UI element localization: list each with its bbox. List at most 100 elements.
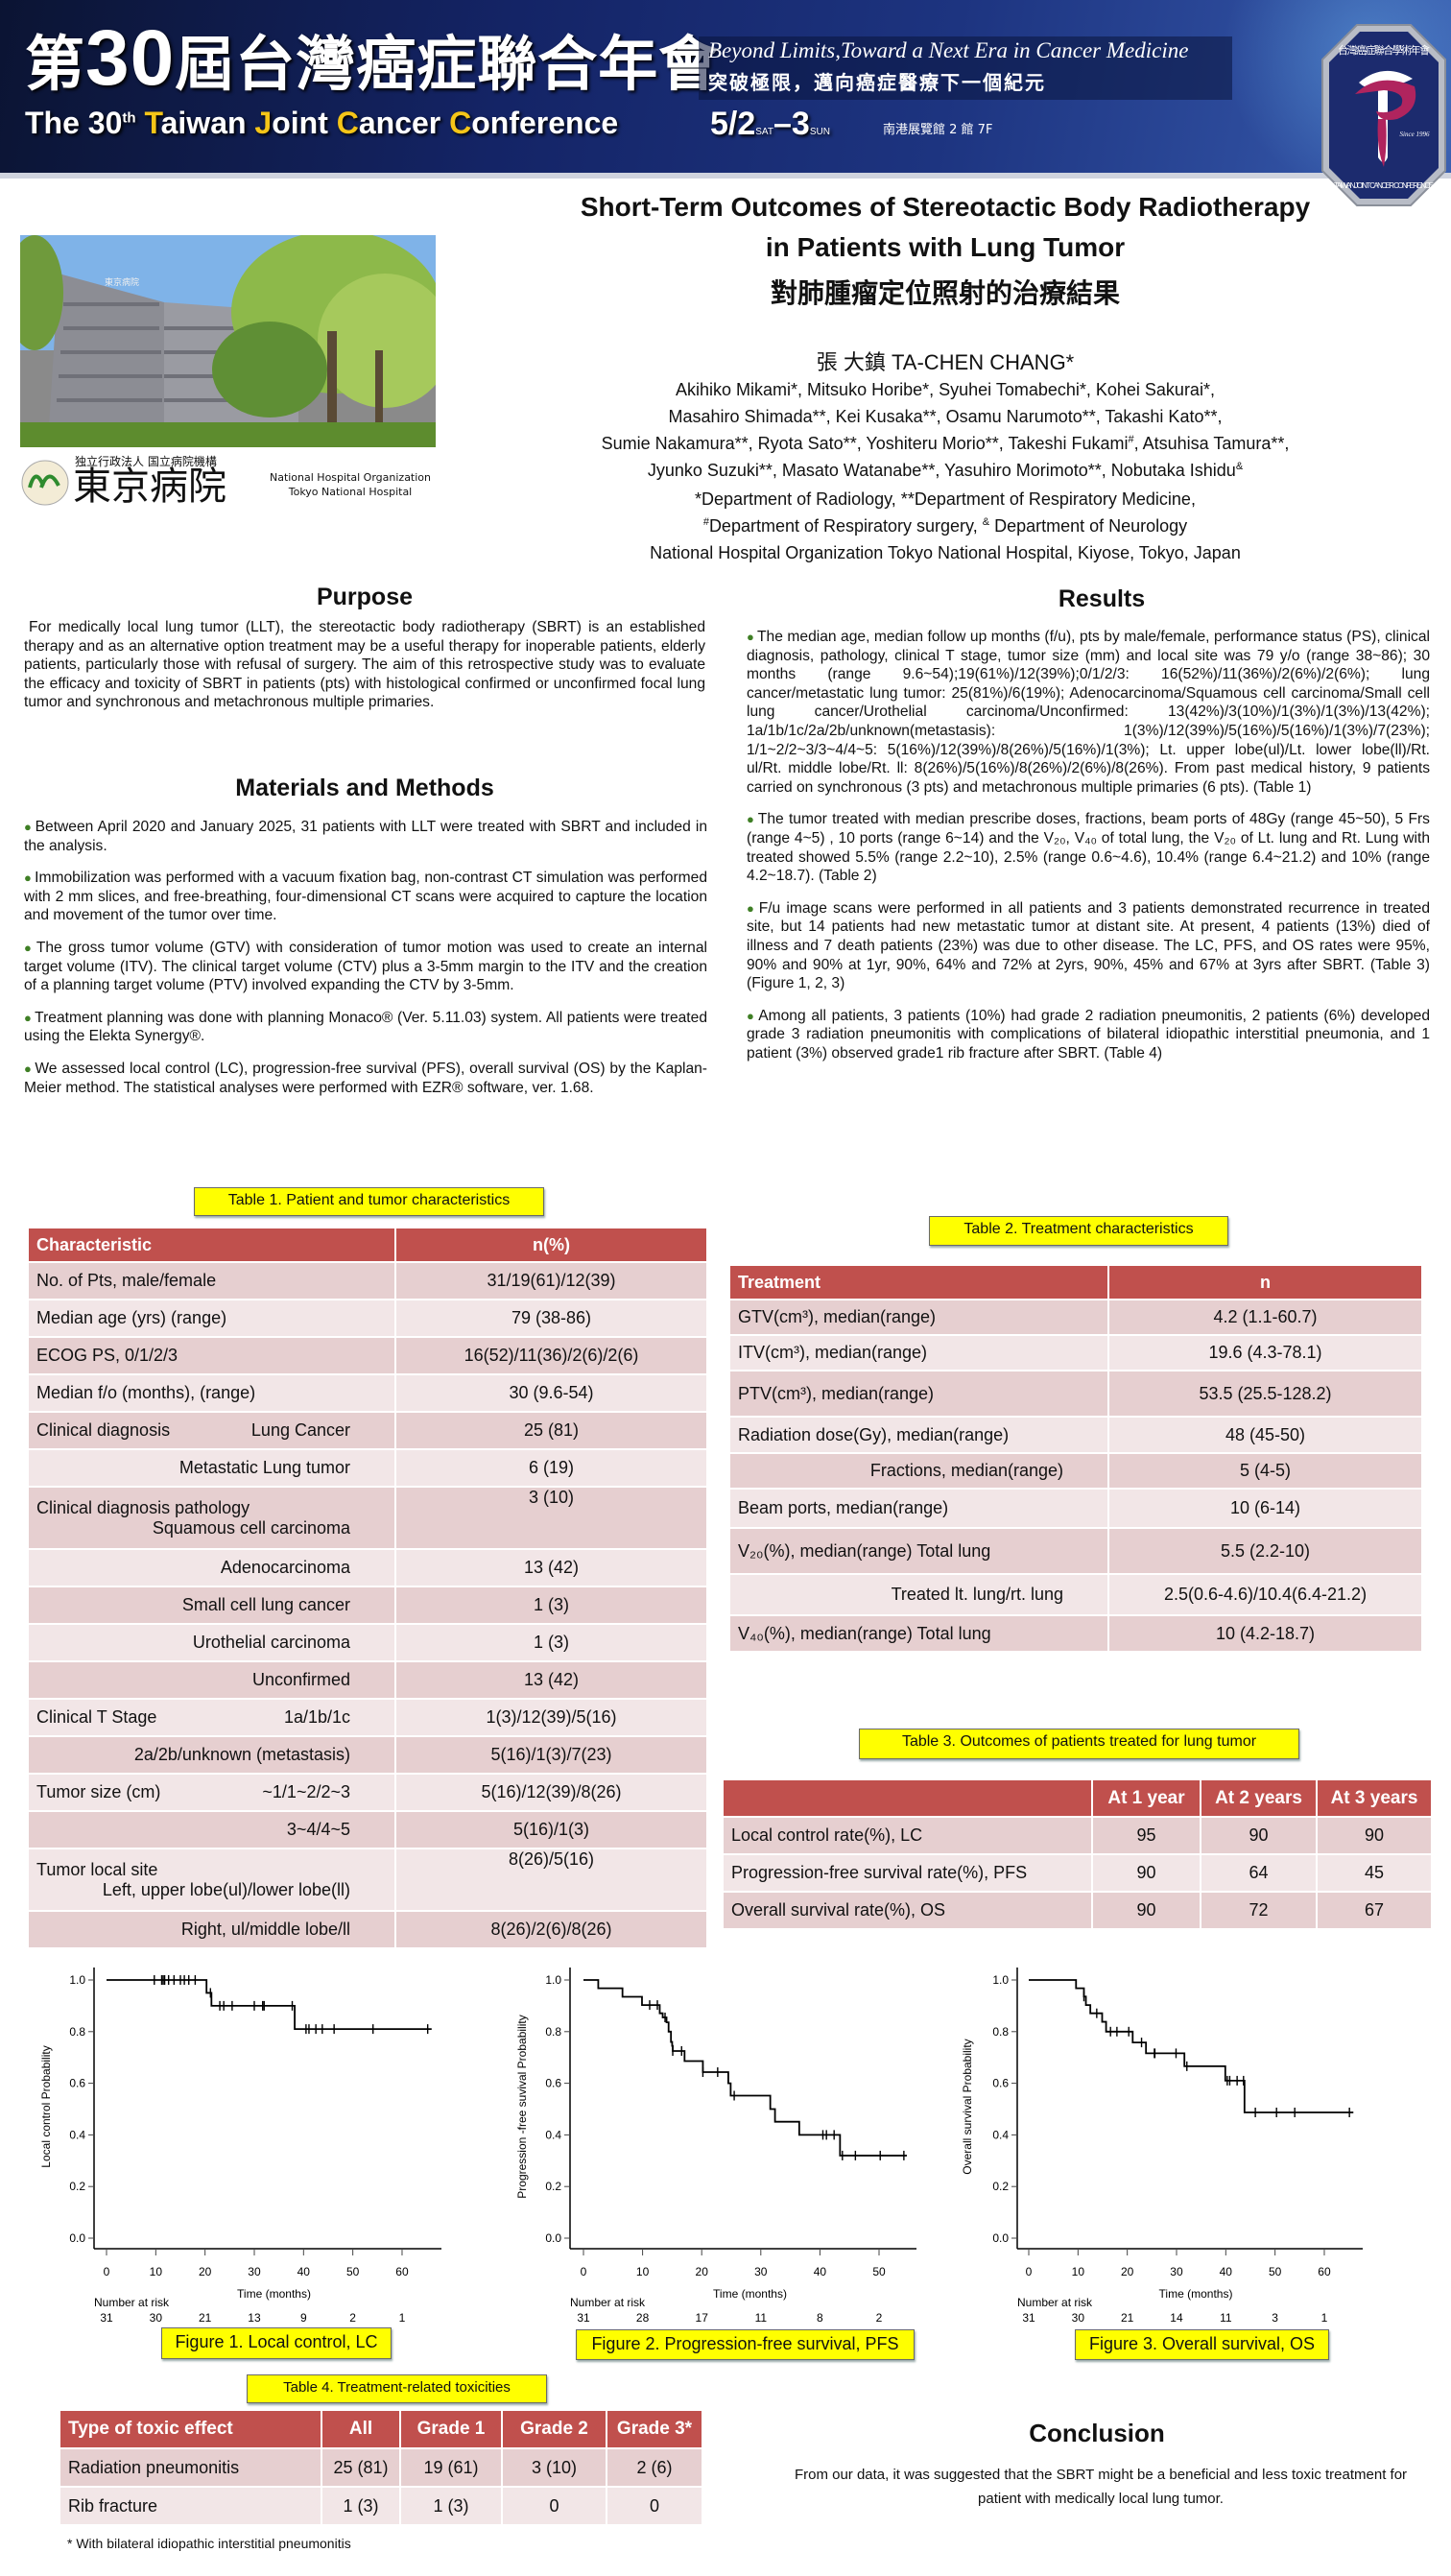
results-bullet-text: Among all patients, 3 patients (10%) had… (747, 1007, 1430, 1061)
label-sub: Urothelial carcinoma (192, 1633, 350, 1652)
row-label: ITV(cm³), median(range) (730, 1343, 1107, 1363)
poster-title-line1: Short-Term Outcomes of Stereotactic Body… (580, 192, 1311, 222)
author-segment: *Department of Radiology, **Department o… (695, 489, 1196, 509)
row-label-cell: Overall survival rate(%), OS (724, 1893, 1093, 1928)
row-label-cell: Tumor local site Left, upper lobe(ul)/low… (29, 1849, 396, 1910)
table-header-cell: Grade 2 (503, 2411, 607, 2447)
label-main: GTV(cm³), median(range) (738, 1307, 937, 1326)
date-start-day: SAT (755, 127, 773, 137)
row-value-cell: 95 (1093, 1818, 1201, 1853)
author-line: #Department of Respiratory surgery, & De… (537, 516, 1353, 537)
author-segment: & (982, 516, 990, 528)
table-row: Clinical diagnosis pathology Squamous cel… (29, 1488, 708, 1548)
row-label-cell: PTV(cm³), median(range) (730, 1371, 1109, 1416)
label-sub: Adenocarcinoma (220, 1558, 350, 1577)
label-main: Clinical T Stage (36, 1707, 157, 1727)
table-row: 3~4/4~5 5(16)/1(3) (29, 1812, 708, 1848)
en-title-initial: C (336, 106, 359, 140)
logo-since: Since 1996 (1400, 131, 1430, 138)
table-row: V₄₀(%), median(range) Total lung 10 (4.2-… (730, 1616, 1423, 1651)
hospital-org-en: National Hospital Organization (269, 471, 432, 484)
bullet-icon: ● (747, 1008, 756, 1023)
label-main: Beam ports, median(range) (738, 1498, 949, 1517)
table-row: Overall survival rate(%), OS 90 72 67 (724, 1893, 1433, 1928)
x-tick-label: 40 (1220, 2265, 1233, 2278)
x-tick-label: 30 (248, 2265, 261, 2278)
methods-bullet: ● We assessed local control (LC), progres… (24, 1060, 707, 1097)
tagline-en: Beyond Limits,Toward a Next Era in Cance… (708, 38, 1189, 62)
label-main: Clinical diagnosis pathology (36, 1497, 250, 1517)
row-label-cell: V₂₀(%), median(range) Total lung (730, 1529, 1109, 1573)
x-tick-label: 0 (581, 2265, 587, 2278)
methods-heading: Materials and Methods (235, 775, 494, 801)
bullet-icon: ● (24, 871, 33, 886)
conference-venue: 南港展覽館 2 館 7F (883, 123, 993, 137)
row-value-cell: 5 (4-5) (1109, 1454, 1423, 1488)
x-tick-label: 40 (814, 2265, 827, 2278)
table-header-row: At 1 year At 2 years At 3 years (724, 1780, 1433, 1816)
row-label: Urothelial carcinoma (29, 1633, 394, 1653)
row-value-cell: 90 (1093, 1893, 1201, 1928)
table-header-cell: At 1 year (1093, 1780, 1201, 1816)
number-at-risk-value: 30 (1072, 2311, 1085, 2325)
en-title-initial: T (144, 106, 161, 140)
row-value-cell: 6 (19) (396, 1450, 708, 1486)
label-line: Clinical T Stage 1a/1b/1c (36, 1707, 350, 1728)
en-title-prefix: The 30 (25, 106, 123, 140)
results-bullet-text: F/u image scans were performed in all pa… (747, 899, 1430, 992)
banner-divider (0, 173, 1451, 179)
row-label: Beam ports, median(range) (730, 1498, 1107, 1518)
conference-date: 5/2SAT–3SUN (710, 106, 830, 142)
methods-bullet: ● The gross tumor volume (GTV) with consi… (24, 939, 707, 995)
x-tick-label: 20 (199, 2265, 212, 2278)
results-bullet-text: The tumor treated with median prescribe … (747, 811, 1430, 885)
x-tick-label: 10 (1072, 2265, 1085, 2278)
row-label: 2a/2b/unknown (metastasis) (29, 1745, 394, 1765)
methods-bullet-text: Immobilization was performed with a vacu… (24, 870, 707, 924)
label-sub: 2a/2b/unknown (metastasis) (133, 1745, 350, 1764)
table-row: No. of Pts, male/female 31/19(61)/12(39) (29, 1263, 708, 1299)
x-tick-label: 50 (872, 2265, 886, 2278)
x-tick-label: 30 (1170, 2265, 1183, 2278)
label-main: No. of Pts, male/female (36, 1271, 217, 1290)
row-label-cell: Small cell lung cancer (29, 1587, 396, 1623)
number-at-risk-value: 14 (1170, 2311, 1183, 2325)
table-row: ITV(cm³), median(range) 19.6 (4.3-78.1) (730, 1336, 1423, 1370)
conference-title-cn: 第30屆台灣癌症聯合年會 (25, 15, 719, 102)
author-line: Masahiro Shimada**, Kei Kusaka**, Osamu … (537, 407, 1353, 427)
row-label: ECOG PS, 0/1/2/3 (29, 1346, 394, 1366)
label-line: Tumor size (cm) ~1/1~2/2~3 (36, 1782, 350, 1802)
results-bullet-text: The median age, median follow up months … (747, 629, 1430, 796)
author-segment: Masahiro Shimada**, Kei Kusaka**, Osamu … (668, 407, 1223, 426)
row-label-cell: Clinical diagnosis pathology Squamous cel… (29, 1488, 396, 1548)
label-sub: Treated lt. lung/rt. lung (891, 1585, 1063, 1604)
methods-bullet-text: We assessed local control (LC), progress… (24, 1060, 707, 1096)
row-value-cell: 0 (607, 2488, 703, 2524)
number-at-risk-value: 31 (577, 2311, 590, 2325)
table-header-cell: Characteristic (29, 1228, 396, 1261)
number-at-risk-value: 1 (399, 2311, 406, 2325)
author-segment: # (1128, 434, 1134, 445)
logo-text-top: 台灣癌症聯合學術年會 (1338, 43, 1430, 57)
table-row: Beam ports, median(range) 10 (6-14) (730, 1490, 1423, 1527)
row-label-cell: Local control rate(%), LC (724, 1818, 1093, 1853)
y-tick-label: 0.8 (545, 2025, 561, 2039)
row-label-cell: Metastatic Lung tumor (29, 1450, 396, 1486)
table-row: Unconfirmed 13 (42) (29, 1662, 708, 1698)
table4-caption: Table 4. Treatment-related toxicities (247, 2374, 547, 2403)
number-at-risk-value: 21 (199, 2311, 212, 2325)
row-label-cell: GTV(cm³), median(range) (730, 1300, 1109, 1334)
table-header-cell (724, 1780, 1093, 1816)
hospital-emblem-icon (21, 460, 69, 506)
author-segment: Akihiko Mikami*, Mitsuko Horibe*, Syuhei… (676, 380, 1215, 399)
row-value-cell: 1 (3) (396, 1587, 708, 1623)
row-label-cell: Treated lt. lung/rt. lung (730, 1575, 1109, 1614)
author-segment: # (702, 516, 709, 528)
number-at-risk-value: 8 (817, 2311, 823, 2325)
cn-title-suffix: 屆台灣癌症聯合年會 (175, 29, 720, 99)
results-bullet: ● Among all patients, 3 patients (10%) ha… (747, 1007, 1430, 1063)
x-axis-label: Time (months) (1159, 2287, 1233, 2301)
row-label-cell: Clinical T Stage 1a/1b/1c (29, 1700, 396, 1735)
table-header-cell: At 2 years (1201, 1780, 1318, 1816)
label-sub: Right, ul/middle lobe/ll (180, 1920, 350, 1939)
